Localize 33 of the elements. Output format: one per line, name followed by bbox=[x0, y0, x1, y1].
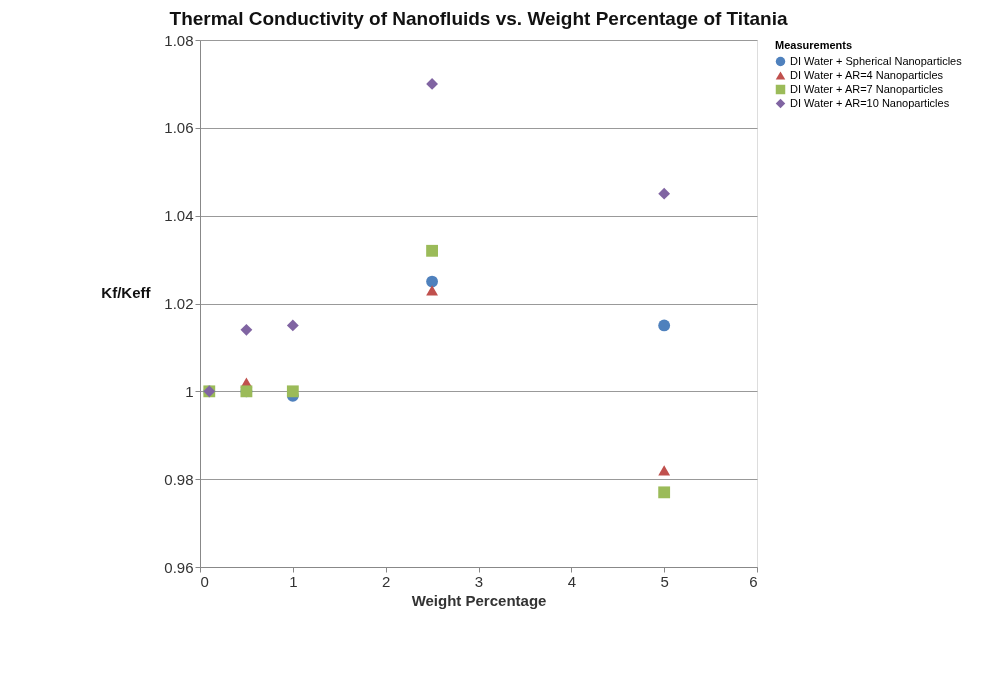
point bbox=[658, 319, 671, 332]
point bbox=[658, 486, 671, 499]
x-tick-label: 2 bbox=[381, 572, 391, 590]
point bbox=[426, 285, 438, 296]
chart-title: Thermal Conductivity of Nanofluids vs. Weight Percentage of Titania bbox=[169, 8, 788, 29]
point bbox=[286, 385, 299, 398]
point bbox=[658, 187, 671, 200]
y-tick-label: 0.98 bbox=[164, 470, 194, 488]
x-tick-label: 4 bbox=[567, 572, 577, 590]
x-tick-label: 3 bbox=[474, 572, 484, 590]
y-tick-label: 1.02 bbox=[164, 295, 194, 312]
point bbox=[286, 319, 299, 332]
x-tick-label: 1 bbox=[289, 572, 298, 590]
y-tick-label: 1.04 bbox=[164, 207, 194, 225]
legend-label: DI Water + Spherical Nanoparticles bbox=[790, 54, 963, 67]
point bbox=[426, 275, 438, 288]
x-tick-label: 0 bbox=[200, 572, 209, 590]
y-tick-label: 1.06 bbox=[164, 119, 194, 137]
legend-label: DI Water + AR=4 Nanoparticles bbox=[790, 68, 944, 81]
legend-title: Measurements bbox=[775, 39, 853, 51]
y-tick-label: 0.96 bbox=[164, 558, 194, 576]
y-tick-label: 1 bbox=[185, 382, 194, 400]
point bbox=[658, 465, 671, 476]
y-tick-label: 1.08 bbox=[164, 31, 194, 49]
x-tick-label: 6 bbox=[749, 572, 758, 590]
legend-label: DI Water + AR=7 Nanoparticles bbox=[790, 82, 944, 95]
y-axis-title: Kf/Keff bbox=[101, 283, 152, 301]
x-axis-title: Weight Percentage bbox=[411, 591, 547, 609]
point bbox=[426, 244, 438, 257]
x-tick-label: 5 bbox=[660, 572, 669, 590]
legend-label: DI Water + AR=10 Nanoparticles bbox=[790, 96, 950, 109]
point bbox=[426, 78, 438, 90]
point bbox=[240, 323, 253, 336]
